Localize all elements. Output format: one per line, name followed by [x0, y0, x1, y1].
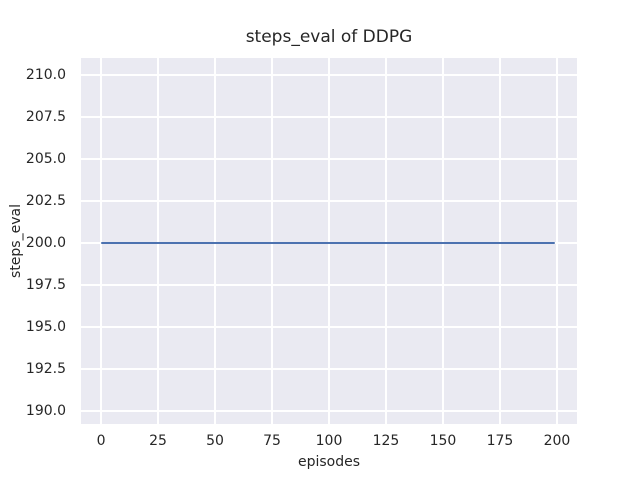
- y-tick-label: 205.0: [25, 150, 66, 167]
- x-tick-label: 0: [96, 433, 106, 449]
- gridline-y: [81, 367, 577, 370]
- gridline-x: [555, 58, 558, 424]
- gridline-x: [441, 58, 444, 424]
- gridline-x: [100, 58, 103, 424]
- x-tick-label: 75: [263, 433, 281, 449]
- y-tick-label: 195.0: [25, 318, 66, 335]
- y-tick-label: 207.5: [25, 108, 66, 125]
- y-axis-label: steps_eval: [8, 204, 24, 278]
- gridline-y: [81, 115, 577, 118]
- gridline-y: [81, 409, 577, 412]
- y-tick-label: 192.5: [25, 360, 66, 377]
- x-tick-label: 125: [372, 433, 400, 449]
- y-tick-label: 200.0: [25, 234, 66, 251]
- gridline-x: [384, 58, 387, 424]
- gridline-y: [81, 199, 577, 202]
- y-tick-label: 190.0: [25, 402, 66, 419]
- gridline-x: [271, 58, 273, 424]
- gridline-y: [81, 325, 577, 328]
- gridline-y: [81, 157, 577, 160]
- x-tick-label: 100: [315, 433, 343, 449]
- gridline-y: [81, 283, 577, 286]
- y-tick-label: 202.5: [25, 192, 66, 209]
- x-tick-label: 175: [486, 433, 514, 449]
- plot-area: [81, 58, 577, 424]
- gridline-x: [328, 58, 330, 424]
- y-tick-label: 210.0: [25, 66, 66, 83]
- x-tick-label: 200: [543, 433, 571, 449]
- data-line-steps_eval: [101, 241, 555, 244]
- x-tick-label: 25: [149, 433, 167, 449]
- gridline-x: [157, 58, 160, 424]
- gridline-x: [498, 58, 501, 424]
- gridline-x: [214, 58, 217, 424]
- x-tick-label: 150: [429, 433, 457, 449]
- chart-title: steps_eval of DDPG: [245, 27, 413, 47]
- x-tick-label: 50: [206, 433, 224, 449]
- gridline-y: [81, 73, 577, 76]
- x-axis-label: episodes: [297, 454, 361, 470]
- y-tick-label: 197.5: [25, 276, 66, 293]
